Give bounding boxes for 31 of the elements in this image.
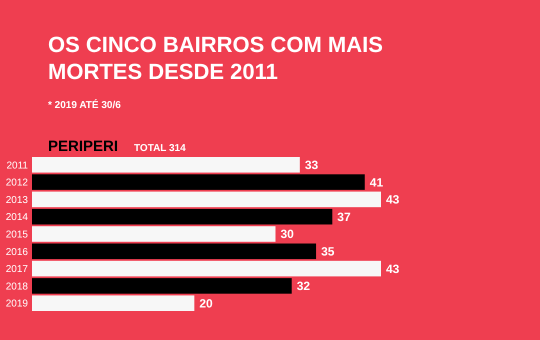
data-label: 35 [321, 244, 335, 259]
data-label: 20 [199, 296, 213, 310]
bar [32, 226, 276, 242]
y-tick-label: 2013 [6, 194, 28, 206]
bar [32, 244, 316, 260]
data-label: 43 [386, 262, 400, 276]
data-label: 33 [304, 158, 319, 172]
data-label: 32 [296, 279, 310, 294]
y-tick-label: 2015 [6, 230, 28, 240]
data-label: 37 [337, 210, 351, 224]
text: PERIPERI [48, 138, 118, 155]
bar [32, 157, 300, 173]
bar [32, 208, 332, 224]
data-label: 41 [370, 175, 384, 190]
bar [32, 295, 194, 311]
chart-title: OS CINCO BAIRROS COM MAIS MORTES DESDE 2011 [48, 32, 383, 84]
bar [32, 278, 292, 294]
chart-subtitle: * 2019 ATÉ 30/6 [48, 99, 122, 111]
bar [32, 174, 365, 190]
text: TOTAL 314 [134, 143, 186, 154]
y-tick-label: 2011 [6, 160, 28, 172]
bar [32, 260, 381, 276]
data-label: 30 [280, 227, 294, 242]
y-tick-label: 2019 [6, 298, 28, 310]
y-tick-label: 2018 [6, 281, 28, 292]
data-label: 43 [386, 192, 400, 207]
y-tick-label: 2012 [6, 178, 28, 189]
bar [32, 192, 381, 208]
y-tick-label: 2014 [6, 212, 28, 224]
y-tick-label: 2016 [6, 246, 28, 258]
y-tick-label: 2017 [6, 264, 28, 276]
